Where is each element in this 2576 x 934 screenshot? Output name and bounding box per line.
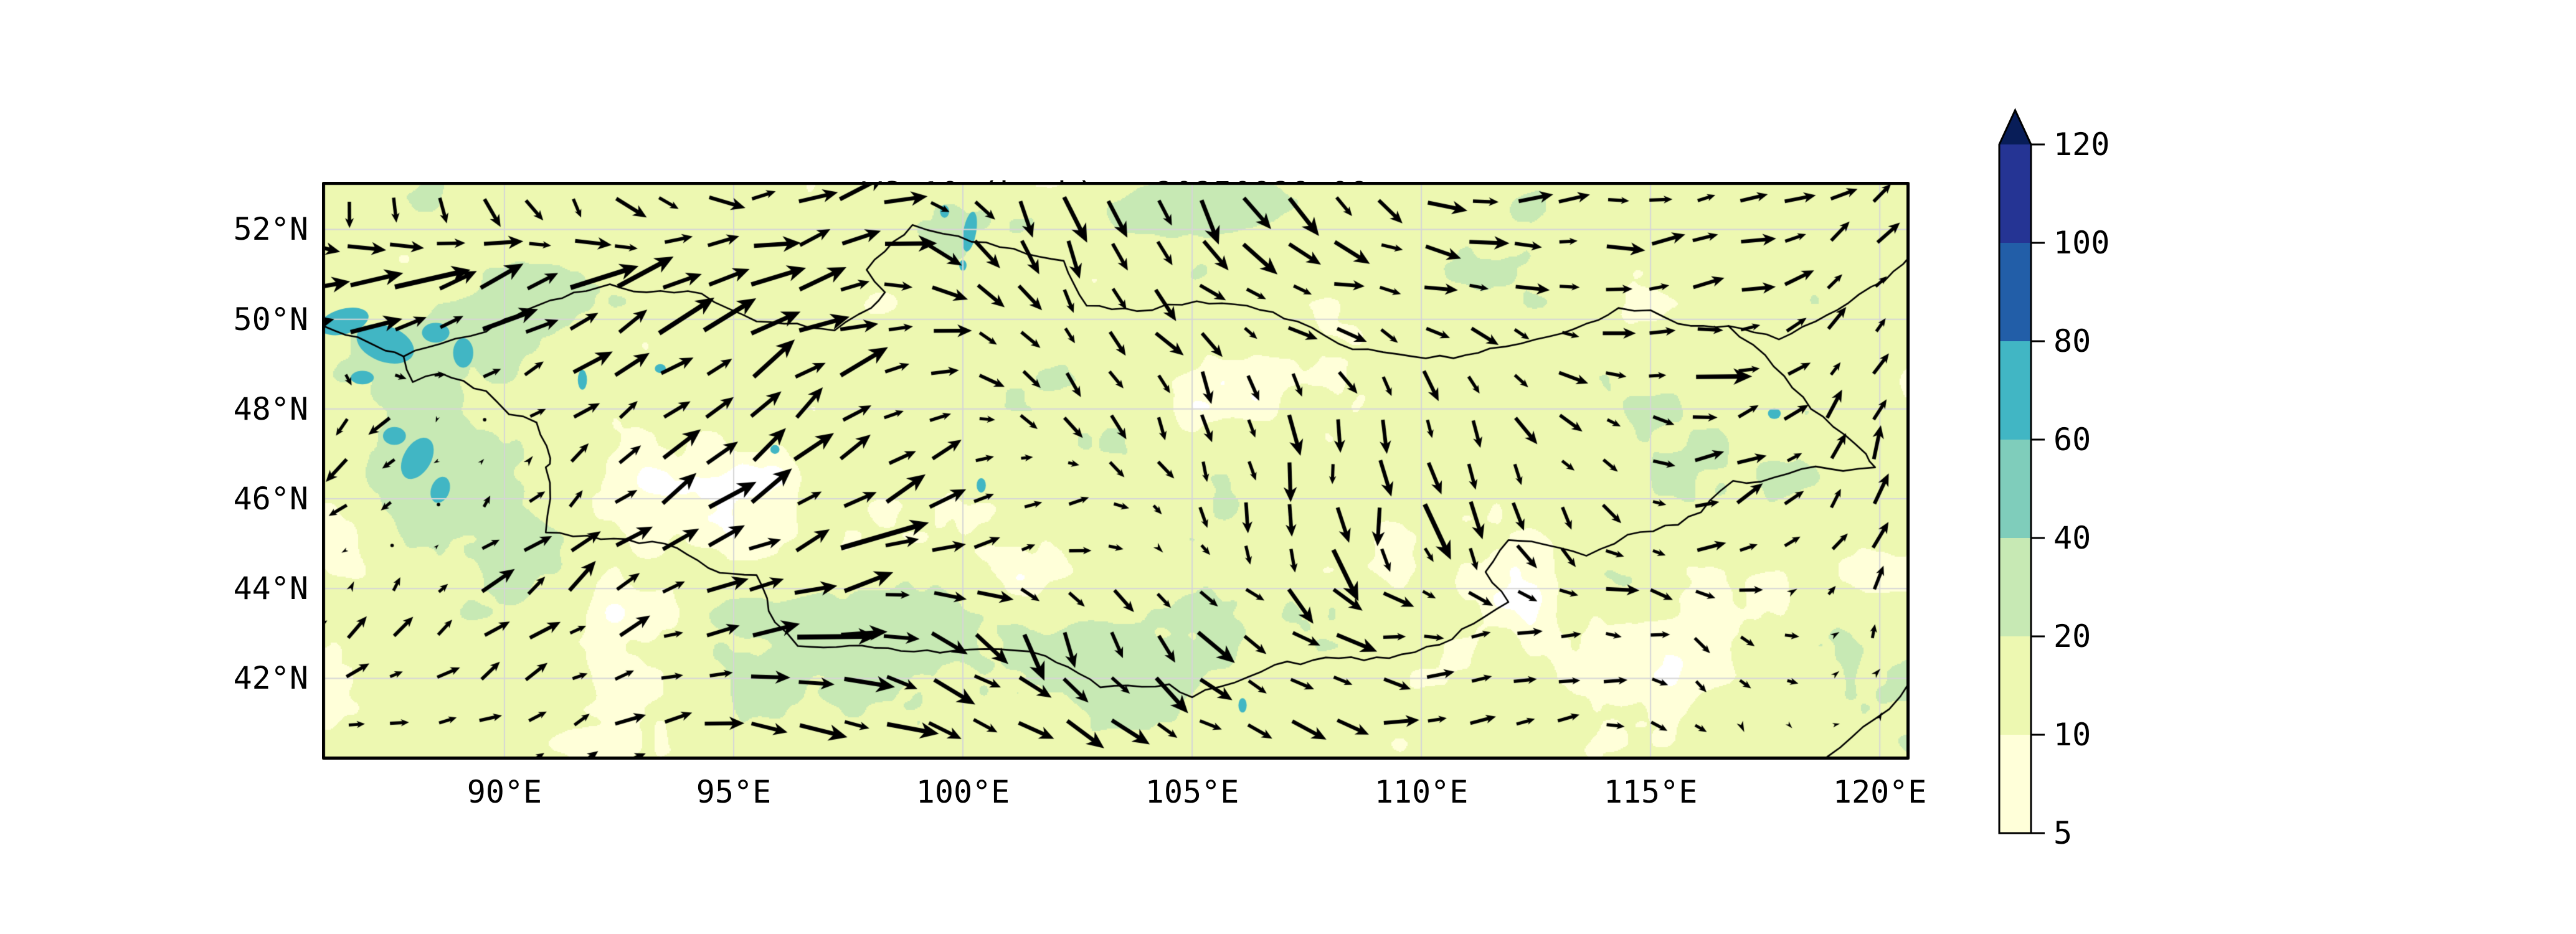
x-tick-label: 115°E [1603,774,1698,810]
colorbar-segment [1999,440,2031,539]
colorbar-extend-arrow [1999,110,2031,144]
map-canvas [322,182,1910,760]
colorbar-segment [1999,735,2031,834]
x-tick-label: 95°E [696,774,772,810]
map-plot-area [322,182,1910,760]
colorbar-segment [1999,538,2031,637]
colorbar-tick-label: 100 [2053,225,2110,261]
colorbar-tick-label: 120 [2053,126,2110,163]
x-tick-label: 105°E [1145,774,1239,810]
colorbar-segment [1999,243,2031,342]
colorbar [1998,108,2045,834]
colorbar-tick-label: 10 [2053,717,2091,753]
y-tick-label: 50°N [233,301,308,337]
colorbar-segment [1999,636,2031,735]
colorbar-tick-label: 40 [2053,520,2091,556]
x-tick-label: 90°E [466,774,542,810]
y-tick-label: 46°N [233,481,308,517]
colorbar-outline [1998,108,2032,834]
x-tick-label: 120°E [1832,774,1927,810]
colorbar-tick-label: 60 [2053,422,2091,458]
y-tick-label: 44°N [233,570,308,607]
colorbar-segment [1999,341,2031,440]
x-tick-label: 110°E [1374,774,1469,810]
colorbar-tick-label: 5 [2053,815,2073,851]
x-tick-label: 100°E [916,774,1010,810]
y-tick-label: 52°N [233,211,308,248]
colorbar-segment [1999,144,2031,243]
colorbar-tick-label: 80 [2053,323,2091,359]
colorbar-tick-label: 20 [2053,618,2091,654]
y-tick-label: 42°N [233,660,308,697]
y-tick-label: 48°N [233,390,308,427]
